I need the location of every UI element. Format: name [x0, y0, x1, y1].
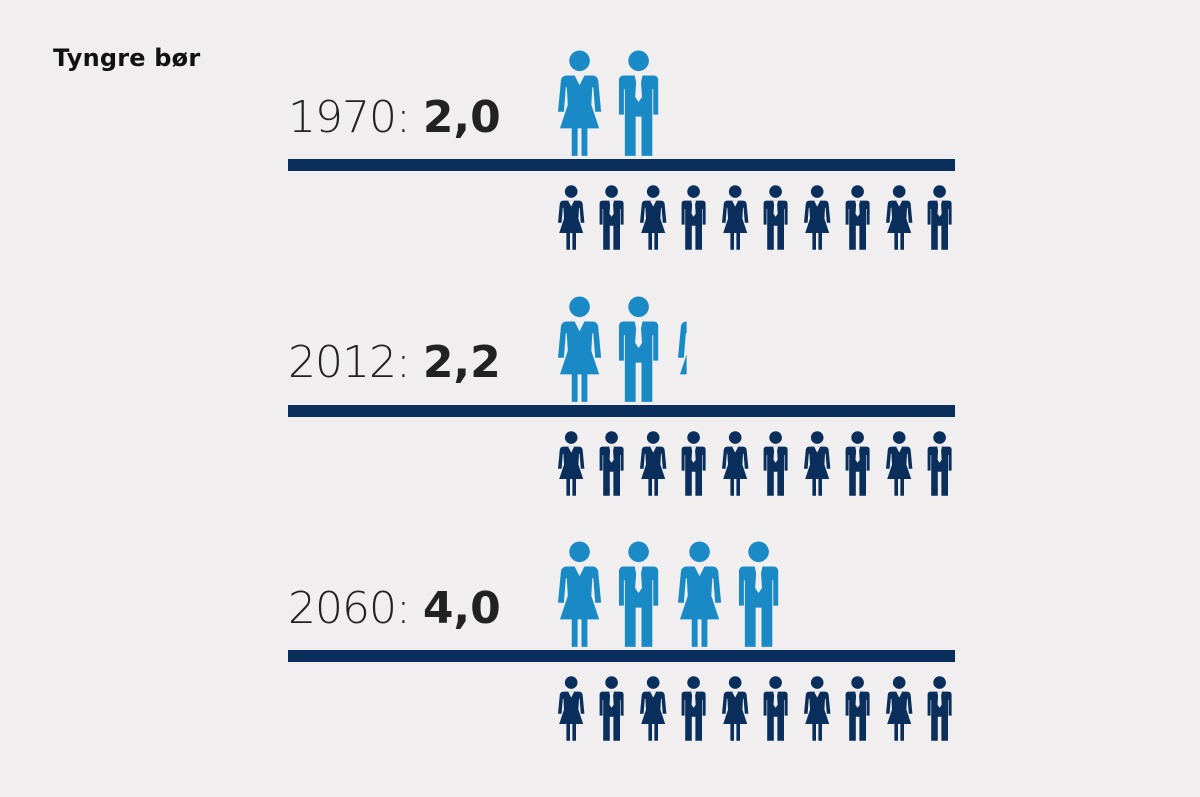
worker-woman-icon	[886, 676, 913, 741]
worker-man-icon	[763, 431, 788, 496]
worker-woman-icon	[640, 431, 667, 496]
ratio-value: 4,0	[422, 583, 501, 634]
worker-man-icon	[681, 431, 706, 496]
worker-man-icon	[599, 185, 624, 250]
worker-man-icon	[763, 676, 788, 741]
dependent-man-icon	[618, 50, 659, 156]
row-label-2060: 2060: 4,0	[288, 587, 501, 631]
chart-title: Tyngre bør	[53, 44, 201, 72]
dependent-man-icon	[618, 541, 659, 647]
worker-woman-icon	[804, 431, 831, 496]
worker-man-icon	[845, 431, 870, 496]
worker-woman-icon	[804, 676, 831, 741]
divider-line	[288, 159, 955, 171]
row-label-2012: 2012: 2,2	[288, 341, 501, 385]
dependent-man-icon	[618, 296, 659, 402]
divider-line	[288, 650, 955, 662]
worker-man-icon	[599, 431, 624, 496]
year-separator: :	[395, 92, 411, 143]
worker-man-icon	[681, 676, 706, 741]
worker-woman-icon	[558, 676, 585, 741]
worker-man-icon	[763, 185, 788, 250]
worker-man-icon	[927, 431, 952, 496]
pictogram-row-2012	[288, 296, 955, 496]
worker-man-icon	[599, 676, 624, 741]
worker-man-icon	[681, 185, 706, 250]
worker-woman-icon	[558, 431, 585, 496]
dependent-woman-icon	[558, 541, 602, 647]
ratio-value: 2,0	[422, 92, 501, 143]
worker-man-icon	[927, 185, 952, 250]
worker-woman-icon	[558, 185, 585, 250]
year-text: 1970	[288, 92, 397, 143]
worker-man-icon	[845, 676, 870, 741]
ratio-value: 2,2	[422, 337, 501, 388]
dependent-man-icon	[738, 541, 779, 647]
pictogram-row-2060	[288, 541, 955, 741]
year-separator: :	[395, 583, 411, 634]
row-label-1970: 1970: 2,0	[288, 96, 501, 140]
worker-woman-icon	[722, 431, 749, 496]
pictogram-row-1970	[288, 50, 955, 250]
worker-woman-icon	[722, 676, 749, 741]
worker-man-icon	[927, 676, 952, 741]
worker-woman-icon	[886, 185, 913, 250]
dependent-woman-icon	[678, 541, 722, 647]
worker-woman-icon	[722, 185, 749, 250]
partial-dependent-woman-icon	[678, 321, 687, 375]
year-text: 2012	[288, 337, 397, 388]
worker-woman-icon	[804, 185, 831, 250]
divider-line	[288, 405, 955, 417]
dependent-woman-icon	[558, 50, 602, 156]
worker-woman-icon	[640, 676, 667, 741]
worker-woman-icon	[640, 185, 667, 250]
year-separator: :	[395, 337, 411, 388]
year-text: 2060	[288, 583, 397, 634]
worker-man-icon	[845, 185, 870, 250]
dependent-woman-icon	[558, 296, 602, 402]
worker-woman-icon	[886, 431, 913, 496]
